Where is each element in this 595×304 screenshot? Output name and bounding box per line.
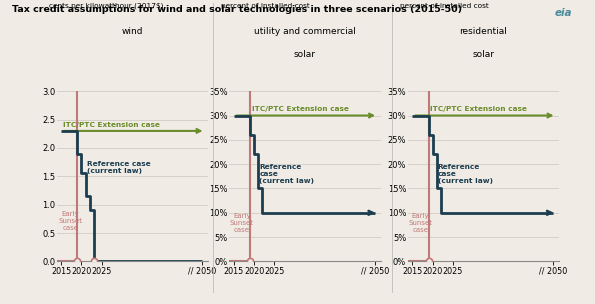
Text: Tax credit assumptions for wind and solar technologies in three scenarios (2015-: Tax credit assumptions for wind and sola… — [12, 5, 462, 14]
Text: solar: solar — [294, 50, 316, 59]
Text: residential: residential — [459, 26, 508, 36]
Text: cents per kilowatthour (2017$): cents per kilowatthour (2017$) — [49, 3, 164, 9]
Text: solar: solar — [472, 50, 494, 59]
Text: Early
Sunset
case: Early Sunset case — [408, 212, 433, 233]
Text: ITC/PTC Extension case: ITC/PTC Extension case — [63, 122, 160, 127]
Text: Reference
case
(current law): Reference case (current law) — [438, 164, 493, 184]
Text: percent of installed cost: percent of installed cost — [400, 3, 488, 9]
Text: percent of installed cost: percent of installed cost — [221, 3, 310, 9]
Text: eia: eia — [555, 8, 572, 18]
Text: wind: wind — [121, 26, 143, 36]
Text: ITC/PTC Extension case: ITC/PTC Extension case — [430, 105, 527, 112]
Text: ITC/PTC Extension case: ITC/PTC Extension case — [252, 105, 349, 112]
Text: Early
Sunset
case: Early Sunset case — [58, 211, 82, 230]
Text: Reference
case
(current law): Reference case (current law) — [259, 164, 314, 184]
Text: utility and commercial: utility and commercial — [254, 26, 356, 36]
Text: Reference case
(current law): Reference case (current law) — [87, 161, 151, 174]
Text: Early
Sunset
case: Early Sunset case — [230, 212, 254, 233]
